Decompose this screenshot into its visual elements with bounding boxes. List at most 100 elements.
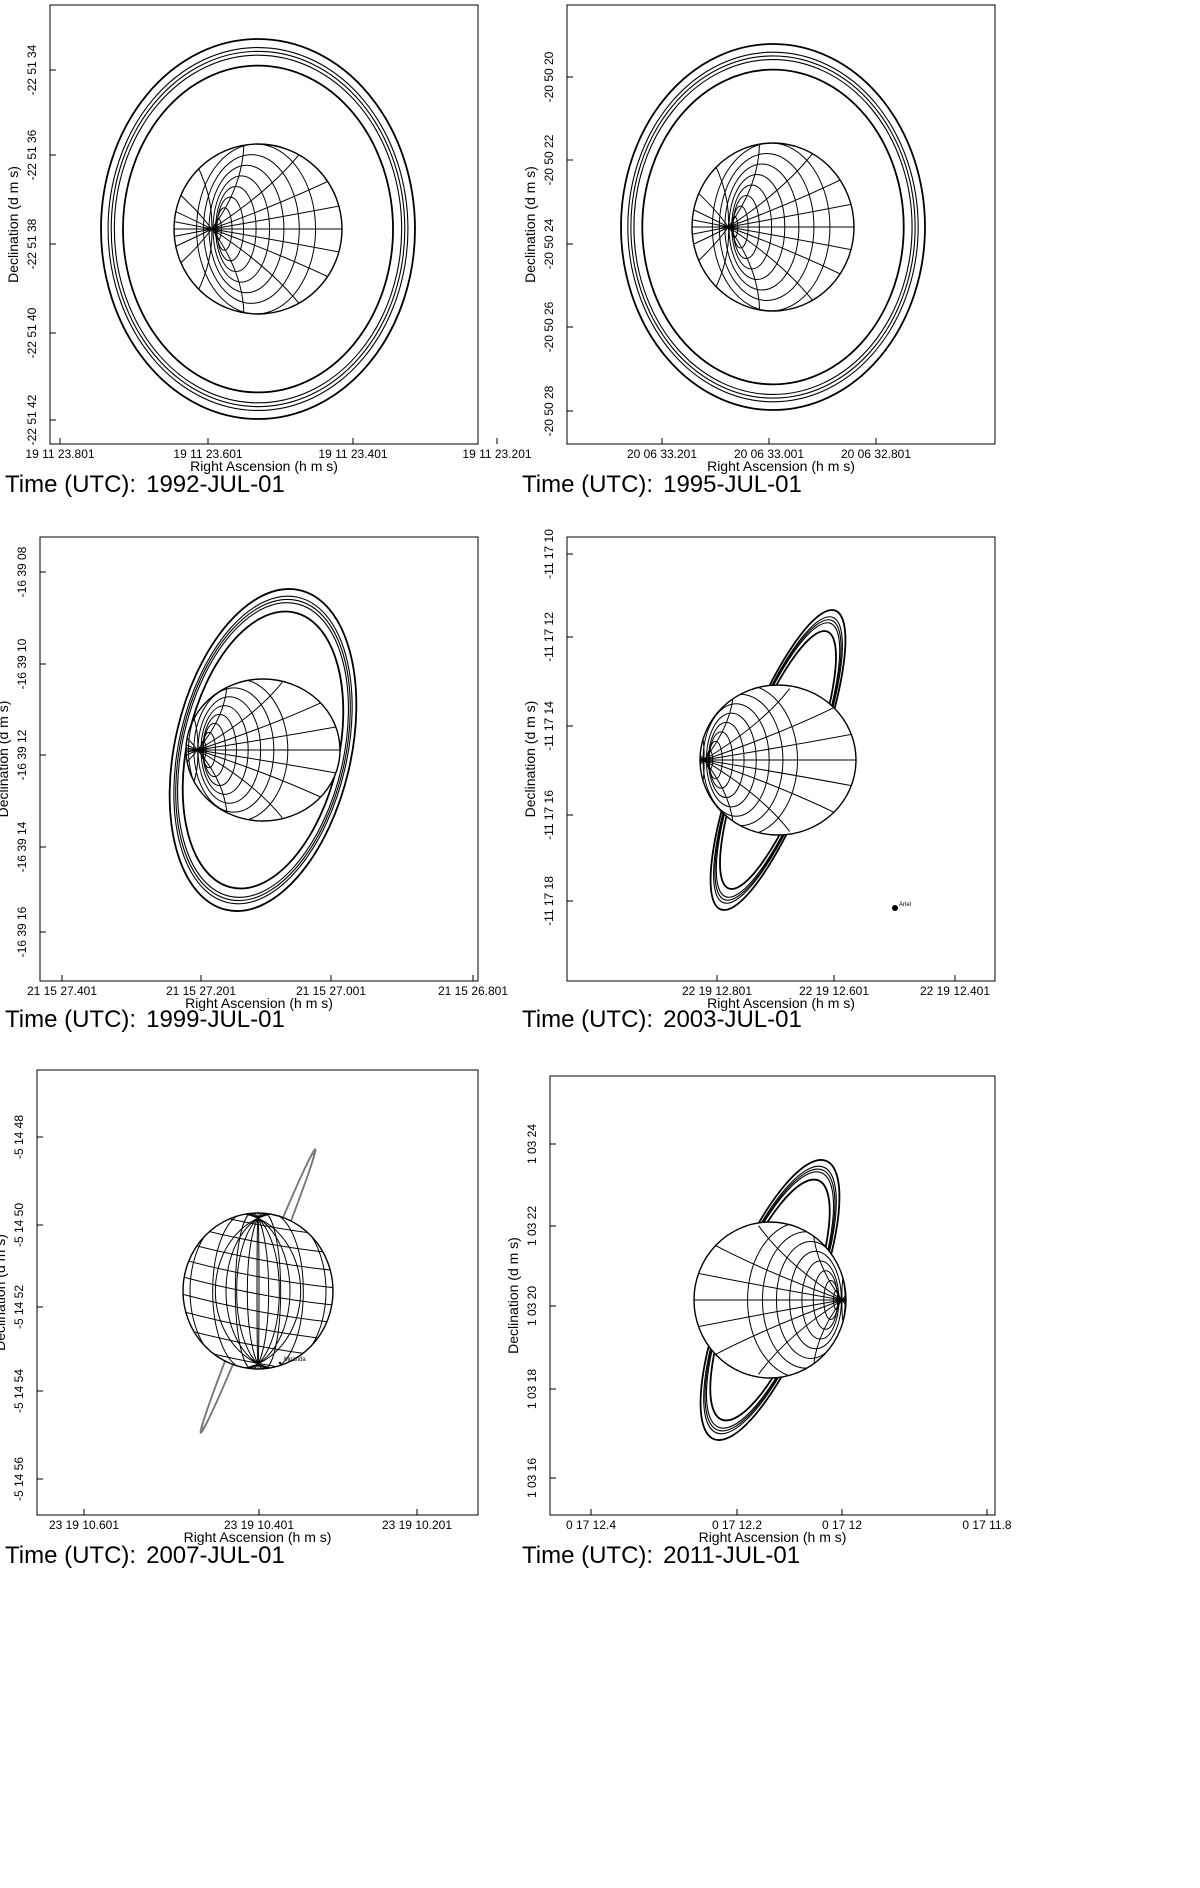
x-tick-label: 21 15 27.201 [166,984,236,998]
plot-frame [566,4,996,445]
meridian-line [841,1222,846,1301]
ring-2 [107,47,409,411]
y-tick-label: -5 14 50 [12,1203,26,1247]
meridian-line [256,1213,260,1369]
ring-4 [633,59,913,395]
meridian-line [174,228,213,290]
meridian-line [703,759,856,789]
y-tick-label: -16 39 10 [15,638,29,689]
meridian-line [841,1299,846,1378]
meridian-line [692,146,729,228]
meridian-line [692,226,729,308]
plot-frame [549,1075,996,1516]
caption-prefix: Time (UTC): [522,1542,653,1569]
ring-3 [175,598,351,902]
y-tick-label: -11 17 12 [542,612,556,662]
y-tick-label: -11 17 18 [542,876,556,926]
meridian-line [197,699,328,751]
y-tick-label: -22 51 42 [25,394,39,445]
moon-label: Ariel [899,902,911,908]
ring-4 [113,54,403,404]
y-tick-label: -5 14 48 [12,1115,26,1159]
meridian-line [694,1270,843,1301]
y-tick-label: -22 51 38 [25,218,39,269]
x-tick-label: 21 15 27.401 [27,984,97,998]
caption-date: 2011-JUL-01 [663,1542,800,1569]
meridian-line [700,688,705,761]
x-tick-label: 19 11 23.601 [173,447,243,461]
lat-lon-grid [694,1222,846,1378]
x-tick-label: 21 15 27.001 [296,984,366,998]
x-tick-label: 19 11 23.801 [25,447,95,461]
y-tick-label: -16 39 14 [15,821,29,872]
plot-frame [49,4,479,445]
ring-system [620,43,926,411]
x-tick-label: 22 19 12.601 [799,984,869,998]
meridian-line [211,196,342,230]
y-tick-label: -16 39 08 [15,546,29,597]
caption-prefix: Time (UTC): [5,1006,136,1033]
y-tick-label: -5 14 52 [12,1285,26,1329]
meridian-line [211,144,245,230]
planet-globe [691,142,855,312]
meridian-line [703,759,791,832]
moon-marker [278,1361,282,1365]
y-tick-label: -16 39 12 [15,729,29,780]
meridian-line [728,226,854,260]
meridian-line [211,228,245,314]
y-tick-label: -22 51 34 [25,44,39,95]
meridian-line [236,1213,304,1369]
y-tick-label: -20 50 28 [542,385,556,436]
y-axis-label: Declination (d m s) [0,1234,8,1351]
x-tick-label: 20 06 33.201 [627,447,697,461]
ring-3 [110,50,406,408]
meridian-line [211,228,305,311]
meridian-line [700,706,705,761]
x-axis-label: Right Ascension (h m s) [184,1529,332,1545]
planet-globe [185,678,341,822]
caption-date: 1999-JUL-01 [146,1006,285,1033]
x-tick-label: 20 06 33.001 [734,447,804,461]
ring-1 [168,588,358,912]
meridian-line [713,1299,843,1356]
x-axis-label: Right Ascension (h m s) [699,1529,847,1545]
meridian-line [728,226,818,308]
latitude-line [183,1293,333,1323]
y-tick-label: -22 51 40 [25,307,39,358]
meridian-line [186,681,198,751]
time-caption: Time (UTC): 1992-JUL-01 [5,471,285,498]
meridian-line [842,1270,846,1301]
latitude-line [183,1276,333,1306]
time-caption: Time (UTC): 1999-JUL-01 [5,1006,285,1033]
y-tick-label: 1 03 16 [525,1458,539,1498]
meridian-line [700,759,705,835]
plot-panel-2003-jul-01: 22 19 12.801 22 19 12.601 22 19 12.401 -11 … [522,529,996,1033]
y-axis-label: Declination (d m s) [5,166,21,283]
time-caption: Time (UTC): 1995-JUL-01 [522,471,802,498]
y-tick-label: 1 03 18 [525,1369,539,1409]
meridian-line [700,759,705,814]
x-axis-label: Right Ascension (h m s) [190,458,338,474]
meridian-line [692,226,729,287]
y-tick-label: -11 17 14 [542,701,556,751]
y-tick-label: -20 50 24 [542,218,556,269]
meridian-line [174,228,212,262]
meridian-line [694,1299,843,1330]
plot-frame [566,536,996,982]
ring-4 [177,602,349,898]
meridian-line [728,146,818,228]
x-tick-label: 22 19 12.401 [920,984,990,998]
meridian-line [703,759,836,814]
x-tick-label: 23 19 10.401 [224,1518,294,1532]
plot-frame [39,536,479,982]
meridian-line [225,1213,327,1369]
meridian-line [842,1299,846,1330]
meridian-line [189,1213,291,1369]
meridian-line [234,1213,270,1369]
meridian-line [214,1213,333,1369]
meridian-line [197,749,328,801]
ring-5 [641,68,905,386]
ring-1 [100,38,416,420]
meridian-line [692,226,729,260]
